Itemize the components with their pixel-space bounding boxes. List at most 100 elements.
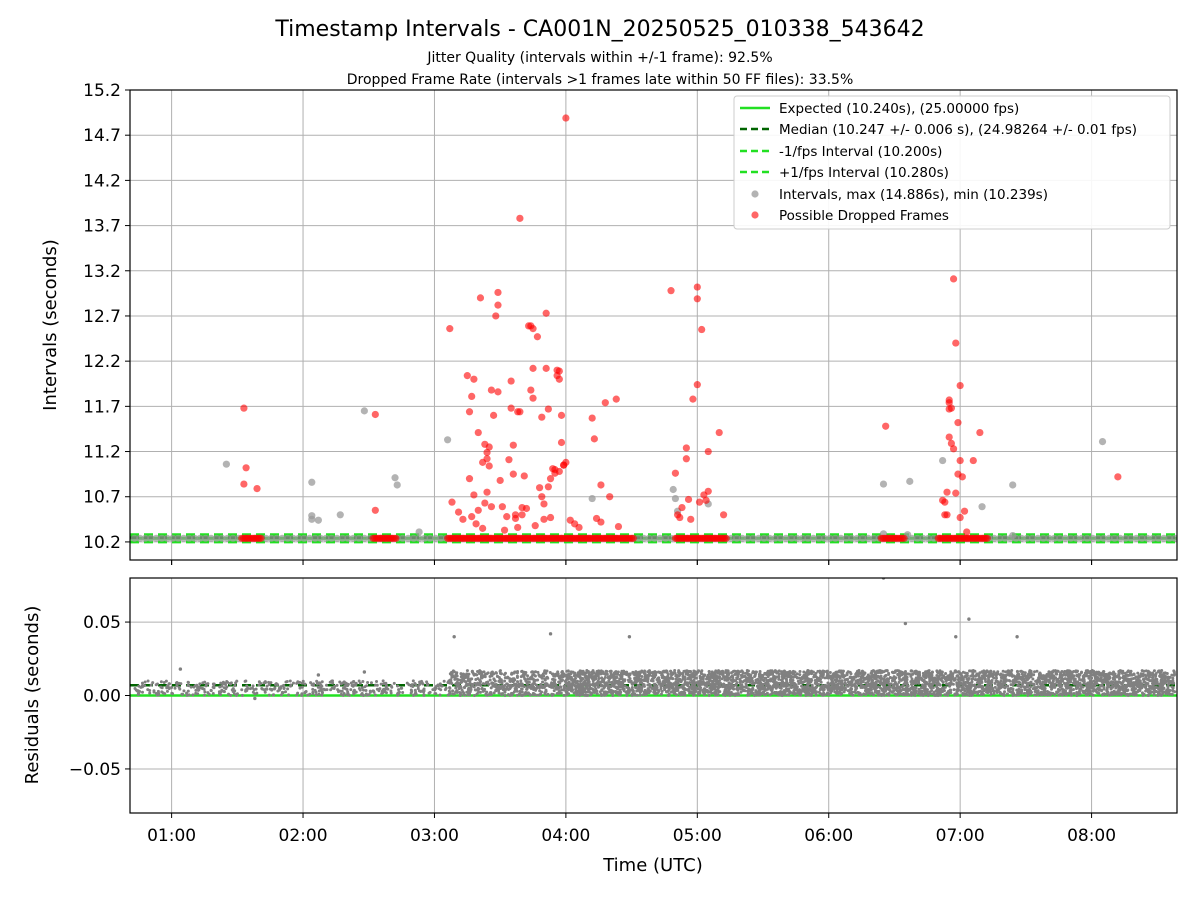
residual-point <box>380 692 384 696</box>
dropped-frame-point <box>257 534 265 542</box>
interval-point <box>158 534 166 542</box>
interval-point <box>1009 531 1017 540</box>
residual-point <box>983 677 987 681</box>
interval-point <box>267 534 275 542</box>
residual-point <box>699 686 703 690</box>
residual-point <box>677 671 681 675</box>
residual-point <box>1074 670 1078 674</box>
residual-point <box>1102 685 1106 689</box>
residual-point <box>930 689 934 693</box>
residual-point <box>204 684 208 688</box>
residual-point <box>411 679 415 683</box>
residual-point <box>551 692 555 696</box>
residual-point <box>1008 687 1012 691</box>
dropped-frame-point <box>498 503 506 511</box>
legend-box <box>733 95 1171 230</box>
residual-point <box>473 681 477 685</box>
interval-point <box>174 534 182 542</box>
residual-point <box>818 669 822 673</box>
residual-point <box>499 671 503 675</box>
residual-point <box>570 678 574 682</box>
residual-point <box>1143 684 1147 688</box>
interval-point <box>278 534 286 542</box>
residual-point <box>416 687 420 691</box>
interval-point <box>426 534 434 542</box>
residual-point <box>627 691 631 695</box>
residual-point <box>461 672 465 676</box>
residual-point <box>711 673 715 677</box>
residual-point <box>1097 691 1101 695</box>
dropped-frame-point <box>463 372 471 380</box>
residual-point <box>1150 675 1154 679</box>
residual-point <box>1157 669 1161 673</box>
residual-point <box>561 688 565 692</box>
residual-point <box>347 693 351 697</box>
residual-point <box>987 681 991 685</box>
residual-point <box>165 686 169 690</box>
residual-point <box>1053 685 1057 689</box>
dropped-frame-point <box>963 528 971 536</box>
interval-point <box>776 534 785 542</box>
residual-point <box>531 684 535 688</box>
interval-point <box>1023 534 1031 542</box>
residual-point <box>372 689 376 693</box>
residual-point <box>1011 687 1015 691</box>
residual-point <box>619 675 623 679</box>
residual-point <box>898 678 902 682</box>
residual-point <box>652 682 656 686</box>
residual-point <box>536 685 540 689</box>
residual-point <box>746 689 750 693</box>
residual-point <box>604 669 608 673</box>
residual-point <box>516 680 520 684</box>
residual-point <box>879 677 883 681</box>
dropped-frame-point <box>952 339 960 347</box>
residual-point <box>466 688 470 692</box>
dropped-frame-point <box>983 534 991 542</box>
residual-points <box>133 578 1177 701</box>
interval-point <box>771 534 779 542</box>
intervals-y-tick-label: 12.2 <box>83 352 121 372</box>
residual-point <box>466 678 470 682</box>
residual-point <box>397 688 401 692</box>
dropped-frame-point <box>542 309 550 317</box>
residual-point <box>935 674 939 678</box>
interval-point <box>826 534 834 542</box>
dropped-frame-point <box>533 333 542 341</box>
dropped-frame-point <box>943 511 951 519</box>
residual-point <box>617 682 621 686</box>
residual-point <box>339 692 343 696</box>
residual-point <box>540 684 544 688</box>
dropped-frame-point <box>468 392 476 401</box>
residual-point <box>511 680 515 684</box>
residual-point <box>320 693 324 697</box>
interval-point <box>1127 534 1135 542</box>
residual-point <box>159 680 163 684</box>
residual-point <box>764 681 768 685</box>
residual-point <box>409 691 413 695</box>
residual-point <box>1136 671 1140 675</box>
residual-point <box>638 693 642 697</box>
residual-point <box>694 689 698 693</box>
residual-point <box>414 683 418 687</box>
dropped-frame-point <box>590 435 598 443</box>
dropped-frame-point <box>392 534 400 542</box>
interval-point <box>169 534 177 542</box>
dropped-frame-point <box>956 513 964 522</box>
residual-point <box>960 688 964 692</box>
residual-point <box>746 669 750 673</box>
residual-point <box>608 669 612 673</box>
residual-point <box>313 688 317 692</box>
residual-point <box>508 679 512 683</box>
residual-point <box>1074 686 1078 690</box>
residual-point <box>526 677 530 681</box>
interval-point <box>1100 534 1108 542</box>
residual-point <box>523 692 527 696</box>
dropped-frame-point <box>614 522 623 531</box>
residual-point <box>600 693 604 697</box>
residual-point <box>510 693 514 697</box>
dropped-frame-point <box>695 498 704 506</box>
residual-point <box>515 693 519 697</box>
dropped-frame-point <box>693 283 701 291</box>
residual-point <box>692 678 696 682</box>
dropped-frame-point <box>676 513 684 522</box>
